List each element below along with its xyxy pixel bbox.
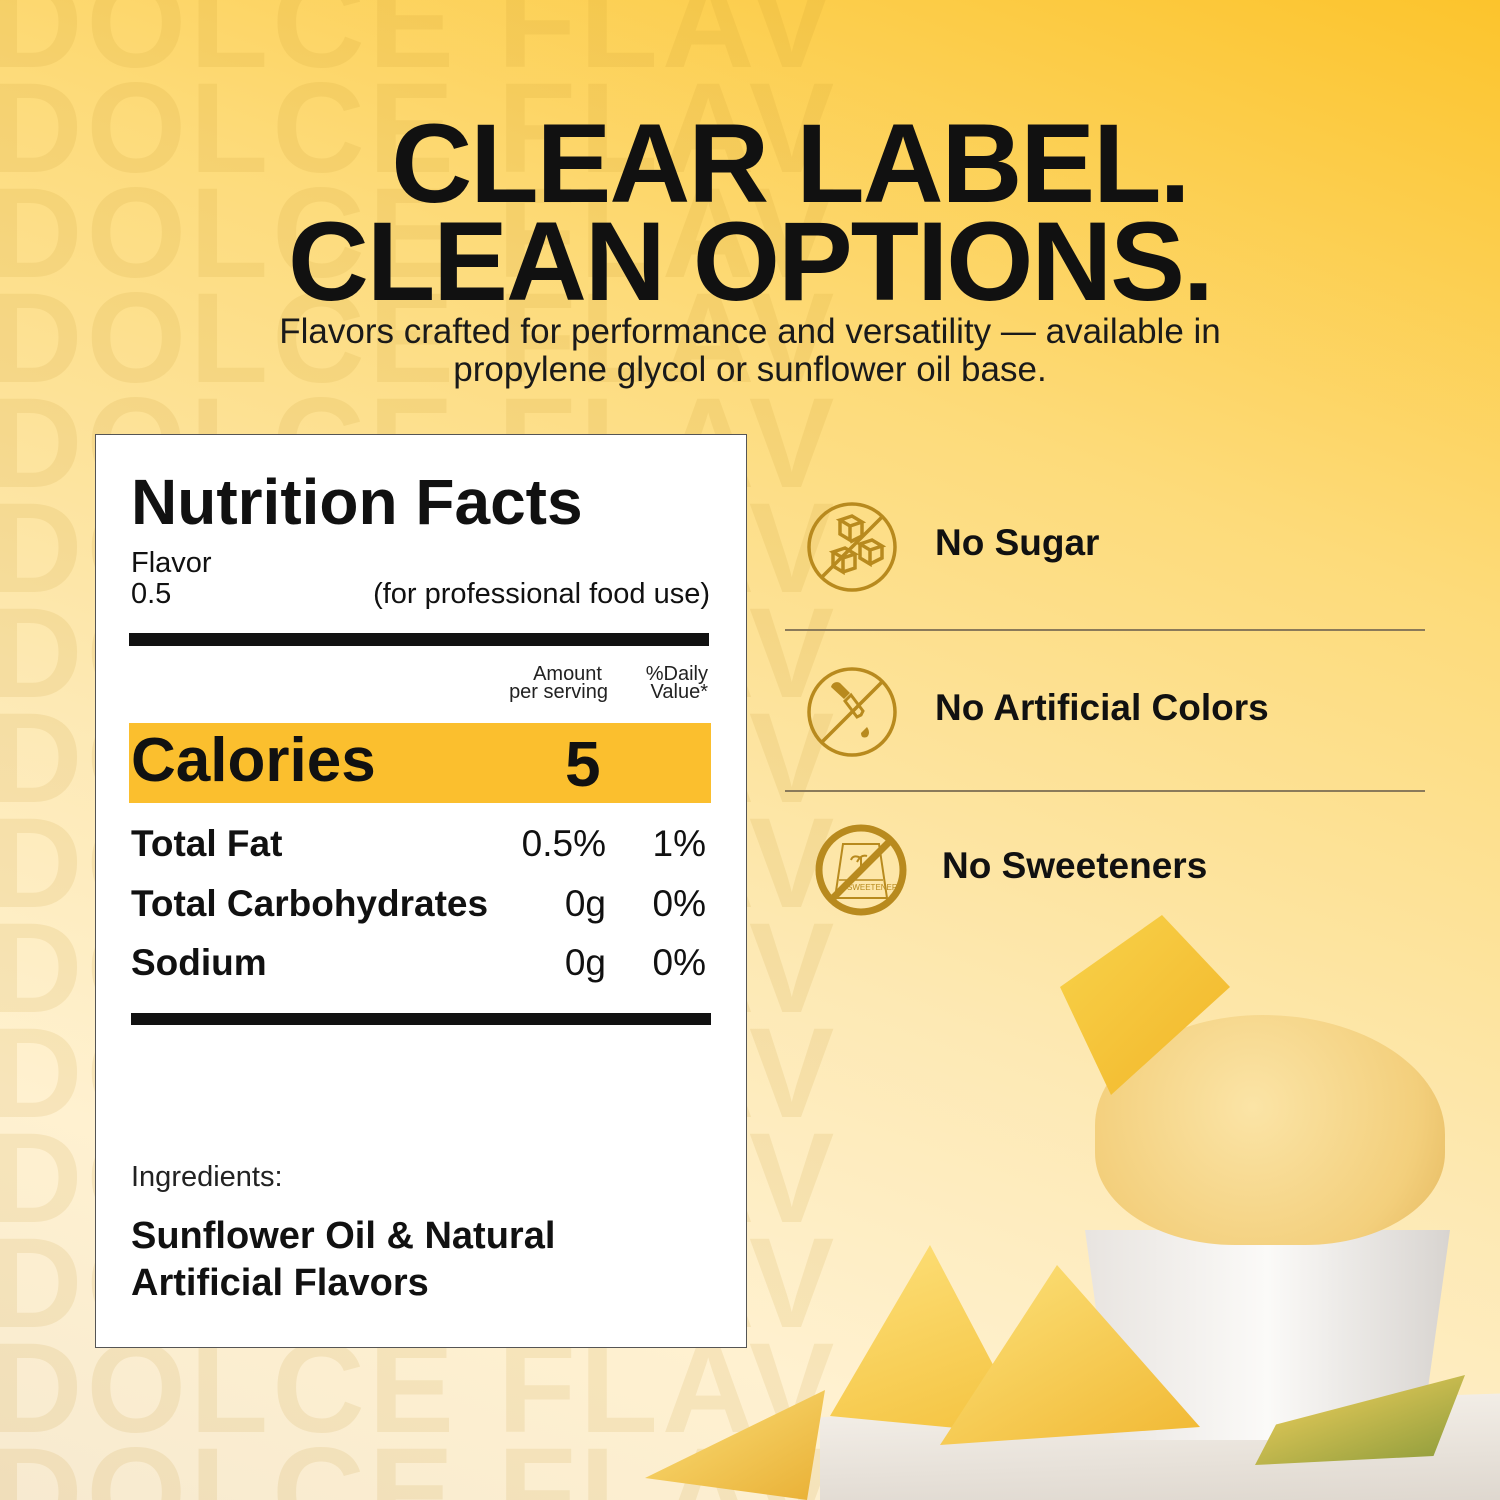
nutrient-label: Total Carbohydrates bbox=[131, 883, 489, 924]
nutrient-amount: 0g bbox=[564, 942, 606, 983]
divider bbox=[129, 633, 709, 646]
feature-no-sugar: No Sugar bbox=[935, 522, 1100, 563]
watermark-text: DOLCE FLAV bbox=[0, 0, 839, 95]
subtitle-line-2: propylene glycol or sunflower oil base. bbox=[453, 350, 1047, 389]
nutrient-dv: 0% bbox=[652, 883, 706, 924]
no-dropper-icon bbox=[807, 667, 897, 757]
headline-line-1: CLEAR LABEL. bbox=[391, 101, 1190, 226]
watermark-text: DOLCE FLAV bbox=[0, 267, 839, 410]
nutrient-dv: 1% bbox=[652, 823, 706, 864]
feature-no-sweeteners: No Sweeteners bbox=[942, 845, 1208, 886]
sweetener-icon-text: SWEETENER bbox=[847, 883, 898, 892]
use-note: (for professional food use) bbox=[373, 578, 710, 610]
ingredients-label: Ingredients: bbox=[131, 1161, 283, 1193]
ingredients-text: Sunflower Oil & Natural Artificial Flavo… bbox=[131, 1213, 555, 1307]
ingredients-line-2: Artificial Flavors bbox=[131, 1262, 429, 1304]
feature-no-artificial-colors: No Artificial Colors bbox=[935, 687, 1269, 728]
nutrient-label: Sodium bbox=[131, 942, 267, 983]
divider bbox=[131, 1013, 711, 1025]
flavor-label: Flavor bbox=[131, 547, 212, 579]
headline-line-2: CLEAN OPTIONS. bbox=[287, 199, 1214, 324]
amount-header-1: Amount bbox=[533, 663, 602, 685]
nutrition-title: Nutrition Facts bbox=[131, 466, 583, 538]
calories-row: Calories 5 bbox=[129, 723, 711, 803]
nutrient-amount: 0.5% bbox=[521, 823, 606, 864]
feature-divider bbox=[785, 629, 1425, 631]
ingredients-line-1: Sunflower Oil & Natural bbox=[131, 1215, 556, 1257]
dv-header-1: %Daily bbox=[645, 663, 708, 685]
no-sugar-cubes-icon bbox=[807, 502, 897, 592]
amount-header-2: per serving bbox=[509, 681, 608, 703]
amount-header: Amount per serving bbox=[486, 663, 608, 703]
nutrient-label: Total Fat bbox=[131, 823, 283, 864]
feature-divider bbox=[785, 790, 1425, 792]
dv-header: %Daily Value* bbox=[626, 663, 708, 703]
dv-header-2: Value* bbox=[650, 681, 708, 703]
calories-label: Calories bbox=[131, 726, 376, 795]
nutrition-facts-panel: Nutrition Facts Flavor 0.5 (for professi… bbox=[95, 434, 747, 1348]
subtitle-line-1: Flavors crafted for performance and vers… bbox=[279, 312, 1221, 351]
no-sweetener-bag-icon: SWEETENER bbox=[815, 824, 907, 916]
watermark-text: DOLCE FLAV bbox=[0, 162, 839, 305]
nutrient-amount: 0g bbox=[564, 883, 606, 924]
nutrient-dv: 0% bbox=[652, 942, 706, 983]
calories-value: 5 bbox=[565, 728, 601, 800]
flavor-value: 0.5 bbox=[131, 578, 172, 610]
watermark-text: DOLCE FLAV bbox=[0, 57, 839, 200]
